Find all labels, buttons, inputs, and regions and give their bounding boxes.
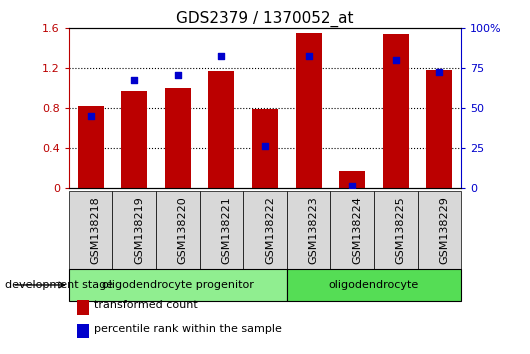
Bar bbox=[287, 269, 461, 301]
Point bbox=[174, 72, 182, 78]
Text: development stage: development stage bbox=[5, 280, 113, 290]
Bar bbox=[330, 191, 374, 269]
Text: oligodendrocyte progenitor: oligodendrocyte progenitor bbox=[102, 280, 254, 290]
Bar bbox=[426, 70, 453, 188]
Text: GSM138218: GSM138218 bbox=[91, 196, 101, 264]
Bar bbox=[156, 191, 200, 269]
Point bbox=[348, 183, 356, 188]
Point bbox=[304, 53, 313, 59]
Text: GSM138219: GSM138219 bbox=[134, 196, 144, 264]
Bar bbox=[383, 34, 409, 188]
Bar bbox=[296, 33, 322, 188]
Point bbox=[261, 143, 269, 149]
Bar bbox=[243, 191, 287, 269]
Point bbox=[86, 113, 95, 119]
Bar bbox=[252, 109, 278, 188]
Text: GSM138221: GSM138221 bbox=[222, 196, 232, 264]
Bar bbox=[69, 191, 112, 269]
Bar bbox=[121, 91, 147, 188]
Bar bbox=[112, 191, 156, 269]
Bar bbox=[374, 191, 418, 269]
Point bbox=[392, 57, 400, 63]
Text: GSM138229: GSM138229 bbox=[439, 196, 449, 264]
Text: transformed count: transformed count bbox=[94, 300, 198, 310]
Bar bbox=[339, 171, 365, 188]
Bar bbox=[165, 88, 191, 188]
Title: GDS2379 / 1370052_at: GDS2379 / 1370052_at bbox=[176, 11, 354, 27]
Text: GSM138223: GSM138223 bbox=[308, 196, 319, 264]
Text: oligodendrocyte: oligodendrocyte bbox=[329, 280, 419, 290]
Bar bbox=[77, 324, 89, 338]
Point bbox=[130, 77, 138, 83]
Bar bbox=[77, 300, 89, 315]
Bar bbox=[287, 191, 330, 269]
Bar bbox=[418, 191, 461, 269]
Text: percentile rank within the sample: percentile rank within the sample bbox=[94, 324, 282, 334]
Point bbox=[435, 69, 444, 75]
Text: GSM138224: GSM138224 bbox=[352, 196, 362, 264]
Bar bbox=[208, 71, 234, 188]
Text: GSM138220: GSM138220 bbox=[178, 196, 188, 264]
Bar bbox=[69, 269, 287, 301]
Bar bbox=[200, 191, 243, 269]
Bar bbox=[77, 106, 104, 188]
Point bbox=[217, 53, 226, 59]
Text: GSM138225: GSM138225 bbox=[396, 196, 406, 264]
Text: GSM138222: GSM138222 bbox=[265, 196, 275, 264]
